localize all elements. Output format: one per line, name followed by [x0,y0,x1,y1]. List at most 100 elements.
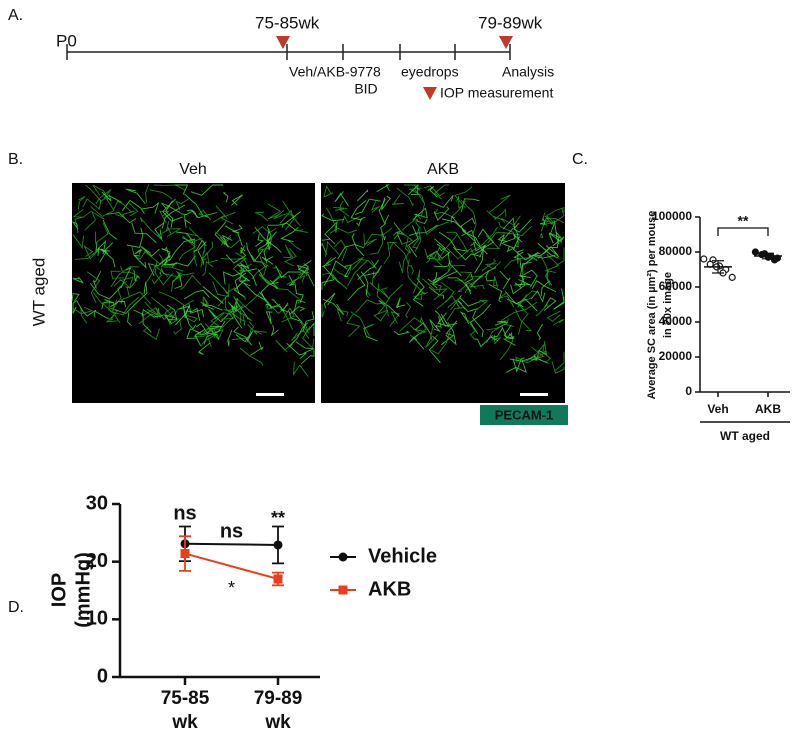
y-tick-label: 30 [86,492,108,514]
vessel [247,324,267,335]
vessel [428,286,445,299]
vessel [235,330,253,343]
vessel [512,357,525,373]
vessel [530,290,546,303]
image-column-label: AKB [427,161,459,178]
vessel [286,275,306,286]
vessel [459,294,481,307]
vessel [120,265,140,278]
vessel [171,270,183,292]
vessel [371,201,380,213]
vessel [431,330,451,355]
vessel [225,249,247,264]
timeline-label: 79-89wk [478,13,543,32]
vessel [94,310,110,319]
vessel [401,232,414,245]
vessel [158,291,187,307]
vessel [429,282,443,292]
vessel [408,183,419,196]
vessel [131,222,157,244]
vessel [389,241,409,264]
vessel [377,284,404,315]
vessel [514,279,531,286]
vessel [202,260,214,277]
vessel [457,300,478,313]
vessel [71,221,79,230]
vessel [356,216,366,227]
vessel [393,222,405,244]
vessel [321,237,331,241]
vessel [220,234,233,248]
vessel [488,283,503,303]
vessel [74,216,84,234]
vessel [426,250,451,260]
vessel [257,247,272,267]
vessel [416,218,428,225]
vessel [175,198,190,210]
vessel [475,299,489,311]
vessel [514,277,525,289]
vessel [185,315,197,330]
x-tick-label: 75-85 wk [161,688,210,732]
vessel [207,325,222,330]
vessel [112,200,132,213]
vessel [450,200,466,224]
vessel [202,295,209,307]
vessel [391,194,404,205]
vessel [445,295,460,309]
vessel [523,269,538,288]
vessel [431,195,454,208]
vessel [222,270,246,285]
vessel [543,297,557,311]
vessel [494,208,507,220]
annotation: * [228,578,235,598]
vessel [131,246,146,260]
timeline [66,44,511,60]
legend-marker [338,585,348,595]
panel-label: D. [8,599,24,616]
vessel [71,293,80,302]
vessel [271,299,289,312]
vessel [517,312,529,335]
y-tick-label: 20 [86,550,108,572]
vessel [323,292,336,309]
vessel [526,342,547,362]
vessel [347,258,369,286]
vessel [249,341,264,356]
vessel [486,323,515,344]
vessel [193,238,198,267]
vessel [144,301,162,318]
vessel [405,238,412,254]
vessel [414,228,422,252]
vessel [151,297,174,318]
vessel [223,192,229,203]
vessel [347,273,366,301]
vessel [120,266,132,289]
vessel [85,184,110,202]
vessel [80,306,88,324]
vessel [350,311,371,337]
vessel [414,189,426,217]
vessel [422,278,449,301]
vessel [351,233,365,257]
vessel [403,184,421,191]
timeline-label: Analysis [502,64,554,80]
vessel [74,248,101,260]
vessel [266,229,272,251]
vessel [296,260,312,270]
vessel [502,217,520,230]
vessel [159,210,170,224]
vessel [168,238,196,262]
vessel [198,342,211,355]
vessel [399,317,425,332]
y-axis-label: in 20x image [662,272,674,338]
vessel [200,250,205,268]
vessel [77,195,86,210]
vessel [265,304,270,309]
vessel [336,309,349,322]
vessel [72,300,78,314]
vessel [90,198,115,217]
vessel [233,326,252,346]
vessel [488,194,511,214]
vessel [194,328,206,347]
